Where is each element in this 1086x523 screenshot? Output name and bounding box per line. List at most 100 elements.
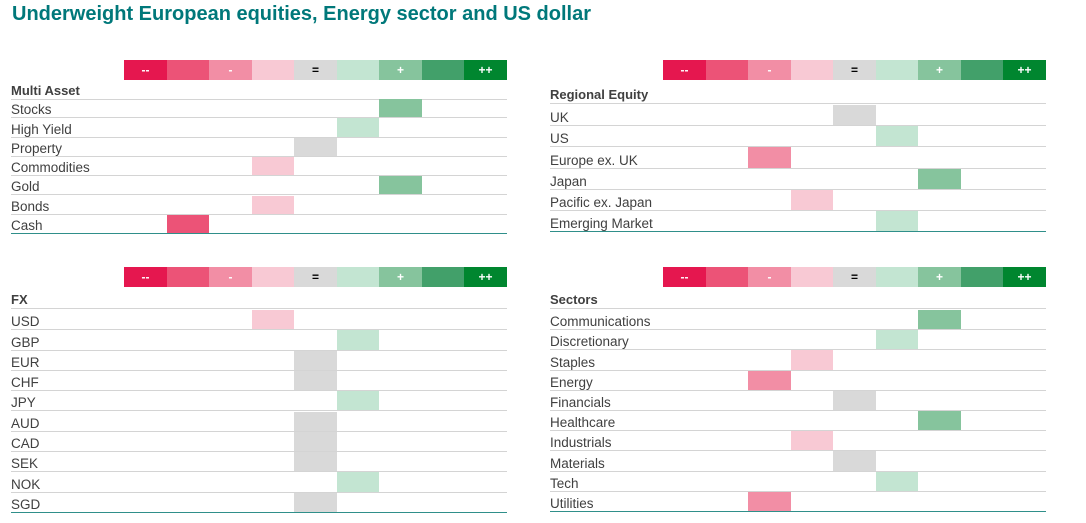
rating-mark bbox=[790, 350, 833, 370]
table-row: JPY bbox=[11, 391, 507, 412]
scale-cell-6: + bbox=[918, 267, 961, 287]
scale-cell-5 bbox=[875, 267, 919, 287]
table-row: SGD bbox=[11, 492, 507, 513]
scale-cell-2: - bbox=[748, 267, 791, 287]
scale-cell-5 bbox=[336, 60, 380, 80]
scale-cell-8: ++ bbox=[464, 267, 507, 287]
table-row: Utilities bbox=[550, 491, 1046, 512]
row-divider bbox=[550, 188, 1046, 190]
rating-mark bbox=[379, 176, 422, 195]
scale-cell-7 bbox=[421, 60, 465, 80]
row-label: Europe ex. UK bbox=[550, 152, 638, 168]
header-divider bbox=[550, 103, 1046, 104]
table-row: Emerging Market bbox=[550, 211, 1046, 233]
row-divider bbox=[550, 231, 1046, 233]
rating-mark bbox=[336, 472, 379, 492]
scale-cell-7 bbox=[960, 60, 1004, 80]
row-label: Industrials bbox=[550, 435, 612, 451]
row-label: SGD bbox=[11, 496, 41, 512]
row-label: Commodities bbox=[11, 160, 90, 176]
scale-cell-8: ++ bbox=[1003, 60, 1046, 80]
scale-cell-5 bbox=[336, 267, 380, 287]
row-divider bbox=[11, 175, 507, 177]
row-label: Communications bbox=[550, 314, 651, 330]
scale-cell-3 bbox=[790, 60, 834, 80]
rating-mark bbox=[336, 118, 379, 137]
table-row: Pacific ex. Japan bbox=[550, 189, 1046, 211]
scale-cell-3 bbox=[251, 267, 295, 287]
panel-title: Regional Equity bbox=[550, 87, 649, 102]
row-label: Property bbox=[11, 140, 63, 156]
table-row: Gold bbox=[11, 176, 507, 196]
rating-mark bbox=[748, 491, 791, 511]
rating-mark bbox=[918, 310, 961, 330]
rating-mark bbox=[379, 99, 422, 118]
row-divider bbox=[11, 369, 507, 371]
row-label: GBP bbox=[11, 334, 40, 350]
row-label: Financials bbox=[550, 394, 611, 410]
row-label: Gold bbox=[11, 179, 40, 195]
row-label: Stocks bbox=[11, 102, 52, 118]
header-divider bbox=[11, 308, 507, 309]
table-row: High Yield bbox=[11, 118, 507, 138]
rating-mark bbox=[294, 492, 337, 512]
scale-cell-0: -- bbox=[124, 267, 167, 287]
panel-title: Sectors bbox=[550, 292, 598, 307]
scale-cell-0: -- bbox=[663, 267, 706, 287]
table-row: CAD bbox=[11, 431, 507, 453]
scale-cell-0: -- bbox=[663, 60, 706, 80]
scale-cell-0: -- bbox=[124, 60, 167, 80]
row-label: Pacific ex. Japan bbox=[550, 194, 653, 210]
rating-mark bbox=[790, 189, 833, 210]
scale-cell-1 bbox=[705, 267, 749, 287]
row-label: NOK bbox=[11, 476, 41, 492]
row-divider bbox=[11, 471, 507, 473]
rating-mark bbox=[251, 156, 294, 176]
row-divider bbox=[11, 511, 507, 513]
table-row: Bonds bbox=[11, 195, 507, 215]
table-row: Staples bbox=[550, 350, 1046, 371]
table-row: Commodities bbox=[11, 156, 507, 177]
rating-mark bbox=[336, 330, 379, 350]
row-divider bbox=[11, 451, 507, 453]
row-label: Utilities bbox=[550, 495, 594, 511]
scale-cell-7 bbox=[421, 267, 465, 287]
table-row: EUR bbox=[11, 350, 507, 371]
table-row: Energy bbox=[550, 370, 1046, 391]
scale-cell-2: - bbox=[209, 60, 252, 80]
row-divider bbox=[550, 146, 1046, 148]
rating-mark bbox=[294, 370, 337, 391]
row-divider bbox=[11, 430, 507, 432]
row-label: EUR bbox=[11, 354, 40, 370]
table-row: Japan bbox=[550, 168, 1046, 190]
header-divider bbox=[11, 99, 507, 100]
table-row: Europe ex. UK bbox=[550, 147, 1046, 169]
rating-mark bbox=[251, 310, 294, 330]
table-row: GBP bbox=[11, 330, 507, 351]
row-label: Materials bbox=[550, 455, 605, 471]
row-divider bbox=[550, 470, 1046, 472]
row-label: CAD bbox=[11, 436, 40, 452]
row-label: AUD bbox=[11, 415, 40, 431]
row-divider bbox=[11, 155, 507, 157]
table-row: NOK bbox=[11, 472, 507, 493]
row-label: Emerging Market bbox=[550, 216, 653, 232]
table-row: Communications bbox=[550, 310, 1046, 331]
rating-mark bbox=[294, 431, 337, 452]
page-title: Underweight European equities, Energy se… bbox=[12, 3, 592, 25]
table-row: AUD bbox=[11, 411, 507, 432]
table-row: CHF bbox=[11, 370, 507, 392]
row-divider bbox=[550, 369, 1046, 371]
rating-mark bbox=[833, 451, 876, 471]
row-divider bbox=[11, 136, 507, 138]
panel-title: FX bbox=[11, 292, 28, 307]
table-row: UK bbox=[550, 105, 1046, 127]
scale-cell-1 bbox=[166, 60, 210, 80]
row-label: SEK bbox=[11, 456, 39, 472]
row-divider bbox=[11, 117, 507, 119]
table-row: SEK bbox=[11, 452, 507, 473]
row-divider bbox=[550, 125, 1046, 127]
scale-cell-2: - bbox=[209, 267, 252, 287]
rating-mark bbox=[748, 147, 791, 168]
row-divider bbox=[11, 194, 507, 196]
